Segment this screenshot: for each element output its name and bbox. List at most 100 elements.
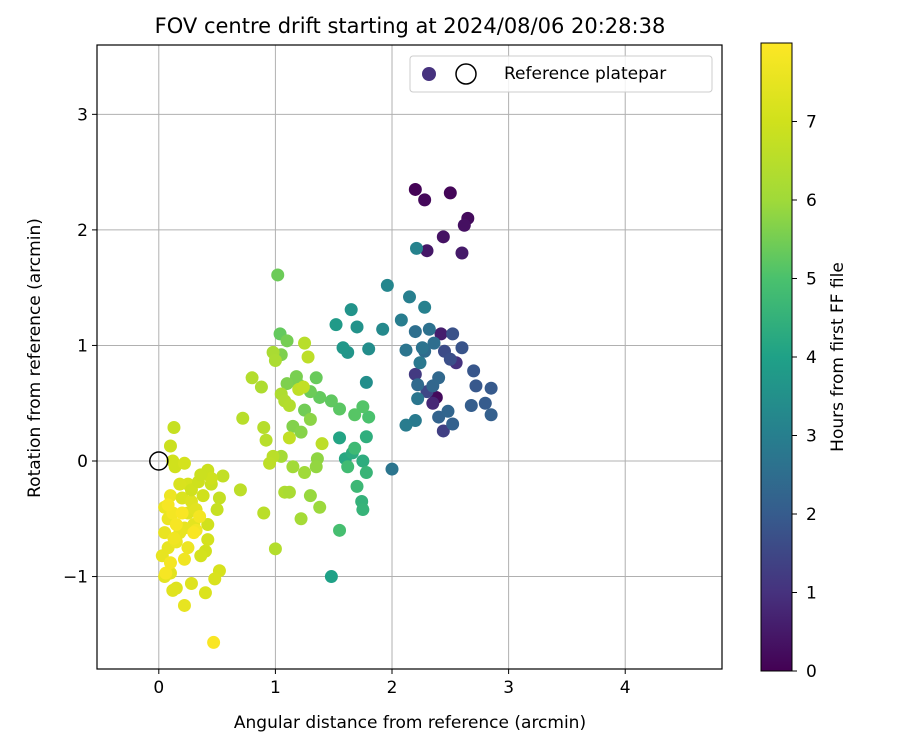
data-point xyxy=(464,399,478,413)
data-point xyxy=(257,420,271,434)
x-tick-label: 2 xyxy=(387,678,398,698)
data-point xyxy=(298,466,312,480)
data-point xyxy=(434,327,448,341)
data-point xyxy=(359,430,373,444)
data-point xyxy=(301,350,315,364)
data-point xyxy=(303,412,317,426)
data-point xyxy=(158,526,172,540)
data-point xyxy=(399,418,413,432)
data-point xyxy=(236,411,250,425)
grid-lines xyxy=(97,45,722,669)
data-point xyxy=(443,352,457,366)
data-point xyxy=(329,318,343,332)
data-point xyxy=(187,526,201,540)
data-point xyxy=(177,598,191,612)
data-point xyxy=(359,375,373,389)
y-tick-label: 1 xyxy=(77,336,88,356)
data-point xyxy=(259,433,273,447)
data-point xyxy=(167,420,181,434)
data-point xyxy=(356,503,370,517)
y-tick-label: 0 xyxy=(77,452,88,472)
data-point xyxy=(286,460,300,474)
legend-ring-marker xyxy=(455,63,477,85)
data-point xyxy=(233,483,247,497)
data-point xyxy=(333,402,347,416)
data-point xyxy=(324,570,338,584)
y-axis-ticks: −1 0 1 2 3 xyxy=(63,105,97,588)
data-point xyxy=(167,531,181,545)
data-point xyxy=(333,431,347,445)
data-point xyxy=(298,336,312,350)
data-point xyxy=(184,576,198,590)
data-point xyxy=(441,404,455,418)
colorbar-tick-label: 6 xyxy=(806,191,817,211)
data-point xyxy=(173,477,187,491)
scatter-points xyxy=(155,182,498,649)
data-point xyxy=(436,424,450,438)
colorbar xyxy=(760,42,793,672)
data-point xyxy=(177,552,191,566)
colorbar-tick-label: 2 xyxy=(806,505,817,525)
data-point xyxy=(432,410,446,424)
data-point xyxy=(309,371,323,385)
data-point xyxy=(415,341,429,355)
data-point xyxy=(348,408,362,422)
data-point xyxy=(309,460,323,474)
data-point xyxy=(336,341,350,355)
data-point xyxy=(350,479,364,493)
data-point xyxy=(359,466,373,480)
data-point xyxy=(313,500,327,514)
data-point xyxy=(289,370,303,384)
y-tick-label: 3 xyxy=(77,105,88,125)
data-point xyxy=(362,410,376,424)
data-point xyxy=(257,506,271,520)
data-point xyxy=(385,462,399,476)
data-point xyxy=(161,498,175,512)
data-point xyxy=(469,379,483,393)
data-point xyxy=(324,394,338,408)
reference-marker xyxy=(149,451,169,471)
data-point xyxy=(268,542,282,556)
data-point xyxy=(399,343,413,357)
data-point xyxy=(348,441,362,455)
data-point xyxy=(455,246,469,260)
data-point xyxy=(201,518,215,532)
data-point xyxy=(409,241,423,255)
data-point xyxy=(208,572,222,586)
legend-entry-label: Reference platepar xyxy=(504,64,666,84)
data-point xyxy=(282,399,296,413)
data-point xyxy=(263,456,277,470)
data-point xyxy=(418,300,432,314)
data-point xyxy=(282,485,296,499)
data-point xyxy=(467,364,481,378)
data-point xyxy=(356,400,370,414)
data-point xyxy=(201,533,215,547)
colorbar-tick-label: 1 xyxy=(806,584,817,604)
data-point xyxy=(422,322,436,336)
colorbar-tick-label: 3 xyxy=(806,427,817,447)
x-axis-label: Angular distance from reference (arcmin) xyxy=(234,713,586,733)
data-point xyxy=(408,182,422,196)
data-point xyxy=(356,454,370,468)
data-point xyxy=(193,509,207,523)
colorbar-tick-label: 7 xyxy=(806,113,817,133)
data-point xyxy=(436,230,450,244)
x-tick-label: 4 xyxy=(620,678,631,698)
x-tick-label: 1 xyxy=(270,678,281,698)
legend-box xyxy=(409,55,713,93)
data-point xyxy=(427,336,441,350)
data-point xyxy=(484,408,498,422)
data-point xyxy=(426,396,440,410)
x-axis-ticks: 0 1 2 3 4 xyxy=(153,669,631,698)
x-tick-label: 0 xyxy=(153,678,164,698)
data-point xyxy=(282,431,296,445)
data-point xyxy=(194,549,208,563)
data-point xyxy=(446,417,460,431)
x-tick-label: 3 xyxy=(503,678,514,698)
data-point xyxy=(207,635,221,649)
data-point xyxy=(420,244,434,258)
data-point xyxy=(163,556,177,570)
legend-dot-marker xyxy=(422,67,436,81)
data-point xyxy=(313,390,327,404)
